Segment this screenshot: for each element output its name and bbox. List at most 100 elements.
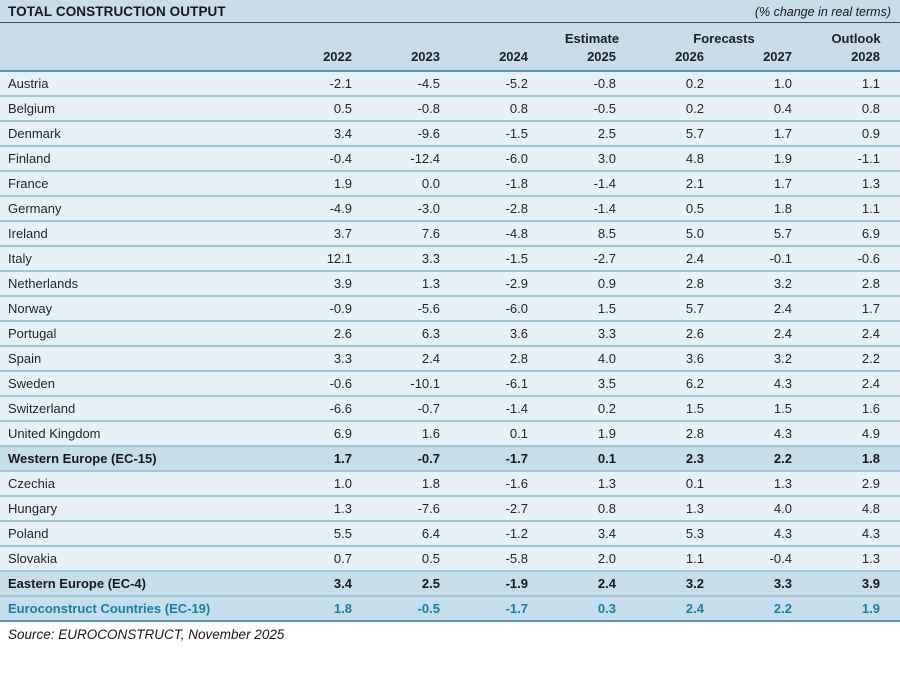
value-cell-2024: -1.7: [460, 446, 548, 472]
row-label: Switzerland: [0, 396, 284, 422]
value-cell-2027: 2.4: [724, 321, 812, 347]
row-label: Netherlands: [0, 271, 284, 297]
value-cell-2025: 0.9: [548, 271, 636, 297]
value-cell-2028: 4.3: [812, 521, 900, 547]
value-cell-2028: 6.9: [812, 221, 900, 247]
value-cell-2028: 1.6: [812, 396, 900, 422]
value-cell-2027: 2.4: [724, 296, 812, 322]
value-cell-2022: 3.9: [284, 271, 372, 297]
value-cell-2025: 3.3: [548, 321, 636, 347]
value-cell-2026: 5.7: [636, 121, 724, 147]
row-label: Denmark: [0, 121, 284, 147]
value-cell-2023: -7.6: [372, 496, 460, 522]
value-cell-2026: 2.8: [636, 421, 724, 447]
value-cell-2024: -1.7: [460, 596, 548, 622]
value-cell-2025: 3.4: [548, 521, 636, 547]
value-cell-2027: 1.5: [724, 396, 812, 422]
value-cell-2023: 2.4: [372, 346, 460, 372]
value-cell-2024: 2.8: [460, 346, 548, 372]
row-label: Norway: [0, 296, 284, 322]
value-cell-2026: 2.4: [636, 596, 724, 622]
value-cell-2024: -1.2: [460, 521, 548, 547]
value-cell-2024: -6.0: [460, 146, 548, 172]
construction-output-table: Estimate Forecasts Outlook 2022 2023 2024 2025…: [0, 23, 900, 622]
value-cell-2024: 0.1: [460, 421, 548, 447]
value-cell-2028: 2.9: [812, 471, 900, 497]
group-spacer: [0, 23, 548, 47]
row-label: Poland: [0, 521, 284, 547]
row-label: United Kingdom: [0, 421, 284, 447]
value-cell-2023: -5.6: [372, 296, 460, 322]
value-cell-2028: 2.2: [812, 346, 900, 372]
value-cell-2025: -0.8: [548, 71, 636, 97]
value-cell-2022: 3.4: [284, 571, 372, 597]
value-cell-2025: 8.5: [548, 221, 636, 247]
value-cell-2023: -10.1: [372, 371, 460, 397]
value-cell-2028: -0.6: [812, 246, 900, 272]
year-header-2024: 2024: [460, 47, 548, 72]
value-cell-2025: 1.5: [548, 296, 636, 322]
row-label: Ireland: [0, 221, 284, 247]
value-cell-2028: 1.1: [812, 71, 900, 97]
value-cell-2027: 1.0: [724, 71, 812, 97]
value-cell-2022: -2.1: [284, 71, 372, 97]
value-cell-2027: 4.0: [724, 496, 812, 522]
value-cell-2023: -0.7: [372, 396, 460, 422]
table-row-portugal: Portugal 2.6 6.3 3.6 3.3 2.6 2.4 2.4: [0, 321, 900, 347]
value-cell-2026: 5.0: [636, 221, 724, 247]
value-cell-2022: 5.5: [284, 521, 372, 547]
table-row-denmark: Denmark 3.4 -9.6 -1.5 2.5 5.7 1.7 0.9: [0, 121, 900, 147]
value-cell-2026: 1.5: [636, 396, 724, 422]
value-cell-2022: 0.5: [284, 96, 372, 122]
value-cell-2025: -1.4: [548, 171, 636, 197]
value-cell-2025: 1.9: [548, 421, 636, 447]
value-cell-2024: -6.1: [460, 371, 548, 397]
value-cell-2027: 4.3: [724, 421, 812, 447]
value-cell-2027: 1.7: [724, 121, 812, 147]
row-label: Slovakia: [0, 546, 284, 572]
column-group-forecasts: Forecasts: [636, 23, 812, 47]
value-cell-2026: 2.4: [636, 246, 724, 272]
value-cell-2027: 1.3: [724, 471, 812, 497]
value-cell-2027: 1.9: [724, 146, 812, 172]
value-cell-2028: 0.8: [812, 96, 900, 122]
value-cell-2026: 2.6: [636, 321, 724, 347]
value-cell-2028: 1.8: [812, 446, 900, 472]
year-header-2023: 2023: [372, 47, 460, 72]
value-cell-2026: 1.1: [636, 546, 724, 572]
value-cell-2025: 2.5: [548, 121, 636, 147]
column-group-row: Estimate Forecasts Outlook: [0, 23, 900, 47]
value-cell-2024: -1.6: [460, 471, 548, 497]
value-cell-2024: -6.0: [460, 296, 548, 322]
table-row-slovakia: Slovakia 0.7 0.5 -5.8 2.0 1.1 -0.4 1.3: [0, 546, 900, 572]
value-cell-2026: 1.3: [636, 496, 724, 522]
table-row-euroconstruct-countries-ec-19: Euroconstruct Countries (EC-19) 1.8 -0.5 -1…: [0, 596, 900, 622]
value-cell-2028: 1.7: [812, 296, 900, 322]
row-label: Belgium: [0, 96, 284, 122]
value-cell-2023: -3.0: [372, 196, 460, 222]
value-cell-2026: 2.1: [636, 171, 724, 197]
value-cell-2027: 4.3: [724, 521, 812, 547]
value-cell-2022: 12.1: [284, 246, 372, 272]
table-row-czechia: Czechia 1.0 1.8 -1.6 1.3 0.1 1.3 2.9: [0, 471, 900, 497]
value-cell-2027: 3.2: [724, 271, 812, 297]
value-cell-2027: 0.4: [724, 96, 812, 122]
value-cell-2022: 3.3: [284, 346, 372, 372]
value-cell-2026: 2.3: [636, 446, 724, 472]
year-header-2022: 2022: [284, 47, 372, 72]
value-cell-2024: -1.5: [460, 246, 548, 272]
table-row-netherlands: Netherlands 3.9 1.3 -2.9 0.9 2.8 3.2 2.8: [0, 271, 900, 297]
row-label: Austria: [0, 71, 284, 97]
value-cell-2022: -6.6: [284, 396, 372, 422]
value-cell-2023: 7.6: [372, 221, 460, 247]
value-cell-2022: -0.4: [284, 146, 372, 172]
table-row-finland: Finland -0.4 -12.4 -6.0 3.0 4.8 1.9 -1.1: [0, 146, 900, 172]
value-cell-2026: 3.2: [636, 571, 724, 597]
value-cell-2024: -2.8: [460, 196, 548, 222]
value-cell-2022: 1.8: [284, 596, 372, 622]
value-cell-2025: 3.0: [548, 146, 636, 172]
row-label: Germany: [0, 196, 284, 222]
value-cell-2027: 2.2: [724, 446, 812, 472]
value-cell-2022: -4.9: [284, 196, 372, 222]
